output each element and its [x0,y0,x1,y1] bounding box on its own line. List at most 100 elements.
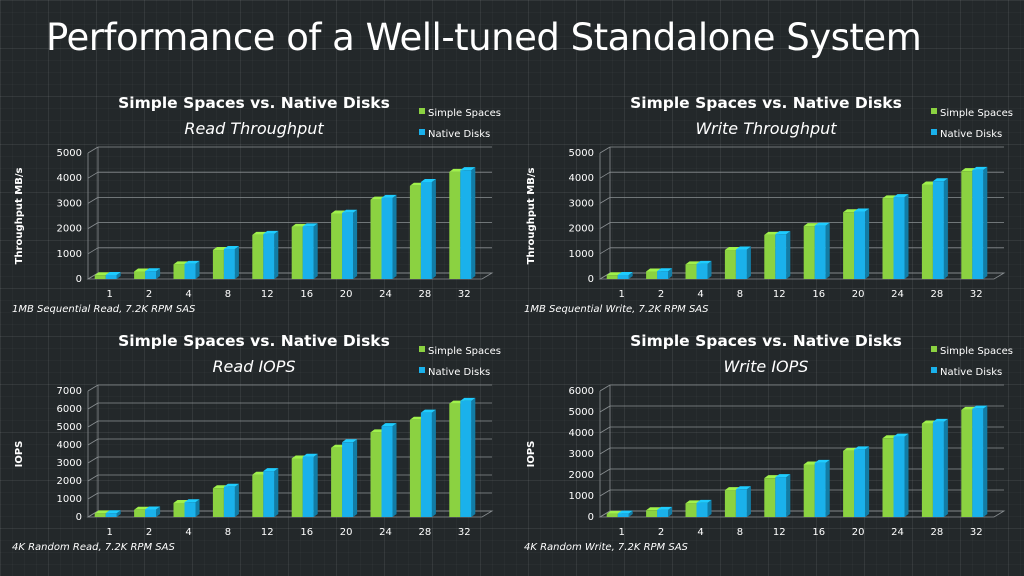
x-tick-label: 8 [225,527,231,538]
y-tick-label: 0 [588,512,594,523]
bar-side [628,271,633,279]
bar-front [685,264,697,279]
gridline-depth [87,146,99,154]
bar-side [707,499,712,517]
bar-side [983,405,988,517]
x-tick-label: 28 [931,527,944,538]
bar-top [685,500,701,504]
bar-side [943,178,948,279]
y-tick-label: 2000 [569,470,594,481]
x-tick-label: 4 [697,527,703,538]
chart-svg: Simple Spaces vs. Native Disks Read Throu… [12,94,501,315]
bar-front [409,185,421,279]
y-tick-label: 5000 [569,407,594,418]
bar-side [313,453,318,517]
bar-front [735,489,747,517]
y-tick-label: 1000 [57,249,82,260]
y-tick-label: 6000 [569,386,594,397]
bar-front [843,450,855,517]
legend-swatch-native-disks [419,129,425,135]
bar-front [972,408,984,517]
bar-front [449,171,461,279]
bar-front [657,509,669,517]
bar-front [803,464,815,517]
bar-native-disks [381,194,397,279]
bar-front [263,471,275,517]
bar-front [724,490,736,517]
bar-side [195,260,200,279]
bar-native-disks [814,459,830,517]
bar-side [156,506,161,517]
gridline-depth [87,171,99,179]
bar-native-disks [223,483,239,517]
bar-side [668,268,673,279]
bar-native-disks [932,178,948,279]
bar-native-disks [893,194,909,279]
y-tick-label: 4000 [569,428,594,439]
legend-label-simple-spaces: Simple Spaces [940,346,1013,357]
x-tick-label: 20 [340,527,353,538]
bar-front [173,502,185,517]
bar-native-disks [814,222,830,279]
bar-native-disks [735,246,751,279]
bar-side [234,483,239,517]
bar-native-disks [420,178,436,279]
legend: Simple Spaces Native Disks [931,108,1013,140]
x-tick-label: 2 [146,289,152,300]
bar-front [646,510,658,517]
bar-top [696,260,712,264]
y-tick-label: 5000 [569,148,594,159]
bar-front [803,226,815,279]
bar-front [94,275,106,279]
bar-side [825,222,830,279]
chart-write-throughput: Simple Spaces vs. Native Disks Write Thro… [512,88,1024,338]
x-tick-label: 8 [737,289,743,300]
bar-native-disks [657,506,673,517]
bar-top [724,247,740,251]
bars [606,166,988,279]
bar-side [904,194,909,279]
bar-native-disks [696,499,712,517]
bar-front [291,458,303,517]
bar-side [392,194,397,279]
bar-side [274,468,279,517]
bar-side [156,268,161,279]
y-axis-label: Throughput MB/s [14,168,25,265]
bar-top [972,166,988,170]
bar-front [696,263,708,279]
gridline-depth [87,384,99,392]
bar-native-disks [696,260,712,279]
legend-label-simple-spaces: Simple Spaces [428,346,501,357]
legend-swatch-simple-spaces [931,346,937,352]
gridline-depth [599,447,611,455]
y-tick-label: 4000 [569,173,594,184]
bar-top [94,510,110,514]
bar-side [865,446,870,517]
bar-front [223,486,235,517]
bar-side [786,231,791,279]
bar-top [893,433,909,437]
x-tick-label: 2 [658,527,664,538]
bar-front [893,436,905,517]
gridline-depth [599,146,611,154]
y-tick-label: 2000 [569,224,594,235]
bar-native-disks [617,271,633,279]
gridline-depth [599,405,611,413]
bars [94,167,476,279]
x-tick-label: 32 [970,289,983,300]
bar-front [449,403,461,517]
x-tick-label: 28 [931,289,944,300]
gridline-depth [599,426,611,434]
x-tick-label: 4 [697,289,703,300]
bar-top [105,271,121,275]
bar-front [184,502,196,517]
bar-top [263,230,279,234]
bar-front [646,271,658,279]
bar-front [184,263,196,279]
bar-front [735,249,747,279]
chart-subtitle: Write IOPS [724,357,809,376]
gridline-depth [87,197,99,204]
bar-front [854,449,866,517]
bar-native-disks [381,423,397,517]
y-axis-label: IOPS [526,441,537,468]
